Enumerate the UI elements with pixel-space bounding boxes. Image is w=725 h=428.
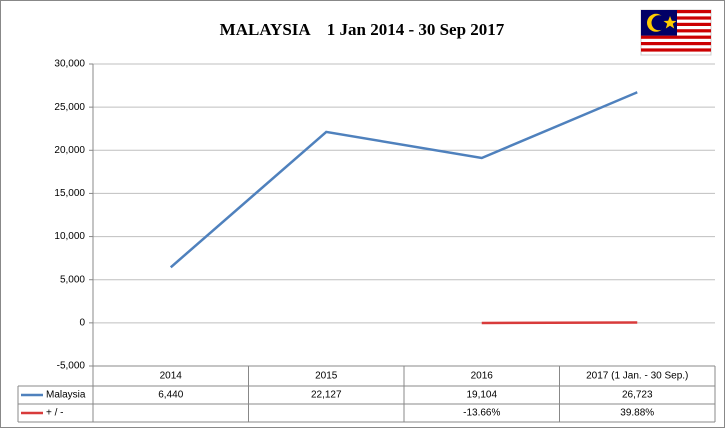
x-tick-label: 2016: [471, 371, 494, 382]
chart-title: MALAYSIA 1 Jan 2014 - 30 Sep 2017: [220, 20, 505, 39]
table-value: 39.88%: [620, 408, 654, 419]
table-value: 26,723: [622, 390, 653, 401]
table-value: 22,127: [311, 390, 342, 401]
flag: [640, 9, 712, 56]
x-tick-label: 2015: [315, 371, 338, 382]
legend-label: Malaysia: [46, 390, 86, 401]
table-value: 6,440: [158, 390, 183, 401]
y-tick-label: 30,000: [54, 59, 85, 70]
legend-label: + / -: [46, 408, 64, 419]
y-tick-label: 15,000: [54, 188, 85, 199]
y-tick-label: 0: [79, 317, 85, 328]
table-value: -13.66%: [463, 408, 500, 419]
table-value: 19,104: [466, 390, 497, 401]
y-tick-label: 10,000: [54, 231, 85, 242]
x-tick-label: 2017 (1 Jan. - 30 Sep.): [586, 371, 688, 382]
y-tick-label: 5,000: [60, 274, 85, 285]
y-tick-label: -5,000: [57, 361, 86, 372]
y-tick-label: 20,000: [54, 145, 85, 156]
x-tick-label: 2014: [160, 371, 183, 382]
series-line: [169, 91, 638, 269]
y-tick-label: 25,000: [54, 102, 85, 113]
